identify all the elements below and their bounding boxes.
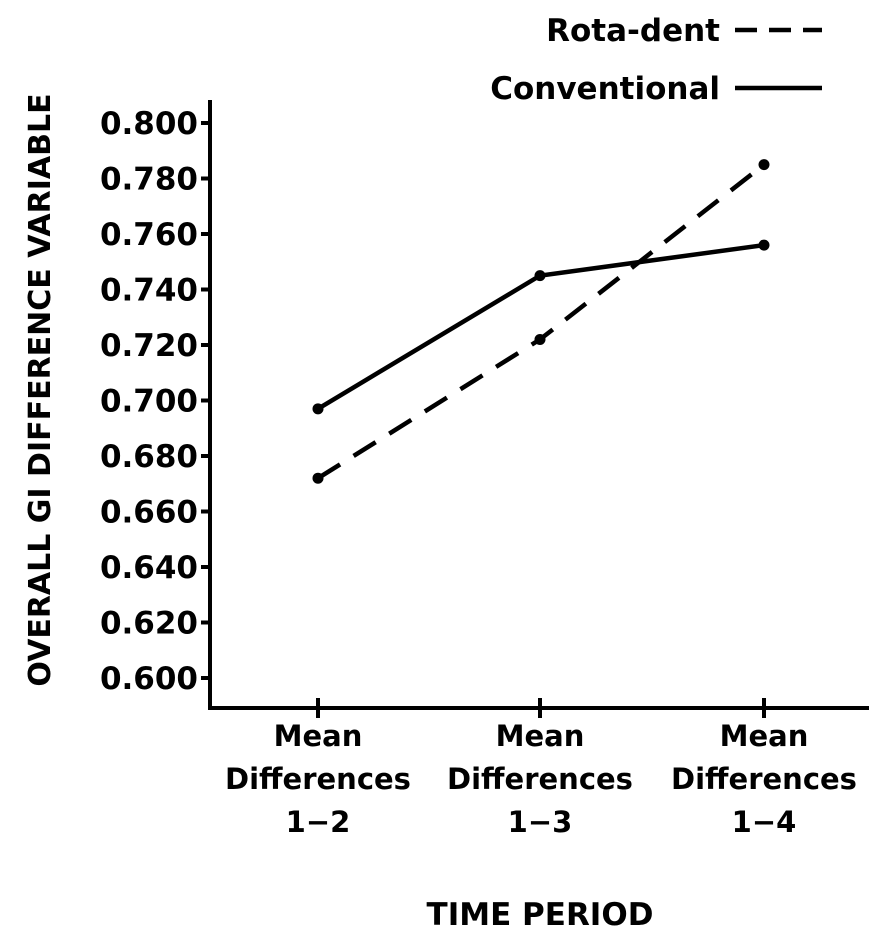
y-axis-label: OVERALL GI DIFFERENCE VARIABLE — [23, 93, 58, 686]
y-tick-label: 0.640 — [100, 550, 198, 586]
y-tick-label: 0.620 — [100, 606, 198, 642]
series-line-conventional — [316, 242, 765, 411]
y-tick-label: 0.760 — [100, 217, 198, 253]
x-axis-label: TIME PERIOD — [427, 897, 654, 930]
data-point-conventional — [534, 270, 546, 282]
data-point-conventional — [312, 403, 324, 415]
data-point-rota-dent — [312, 472, 324, 484]
x-tick-label: Differences — [447, 762, 633, 796]
x-tick-label: 1−4 — [732, 805, 797, 839]
y-tick-label: 0.680 — [100, 439, 198, 475]
data-point-rota-dent — [758, 159, 770, 171]
y-tick-label: 0.800 — [100, 106, 198, 142]
data-point-conventional — [758, 239, 770, 251]
legend-label-conventional: Conventional — [490, 71, 720, 107]
y-tick-label: 0.780 — [100, 162, 198, 198]
y-ticks: 0.600 0.620 0.640 0.660 0.680 0.700 0.720 0.740… — [100, 106, 210, 697]
x-tick-label: Mean — [274, 719, 363, 753]
series-group — [312, 159, 770, 484]
y-tick-label: 0.740 — [100, 273, 198, 309]
x-tick-label: Mean — [720, 719, 809, 753]
series-line-rota-dent — [316, 162, 766, 481]
legend: Rota-dent Conventional — [490, 13, 822, 107]
y-tick-label: 0.700 — [100, 384, 198, 420]
y-tick-label: 0.660 — [100, 495, 198, 531]
x-tick-label: Differences — [225, 762, 411, 796]
y-tick-label: 0.720 — [100, 328, 198, 364]
y-tick-label: 0.600 — [100, 661, 198, 697]
x-tick-label: 1−3 — [508, 805, 573, 839]
data-point-rota-dent — [534, 333, 546, 345]
x-tick-label: Differences — [671, 762, 857, 796]
axes — [208, 100, 869, 710]
legend-label-rota-dent: Rota-dent — [546, 13, 720, 49]
x-tick-label: Mean — [496, 719, 585, 753]
x-ticks: Mean Differences 1−2 Mean Differences 1−3 Mean… — [225, 698, 857, 839]
x-tick-label: 1−2 — [286, 805, 351, 839]
